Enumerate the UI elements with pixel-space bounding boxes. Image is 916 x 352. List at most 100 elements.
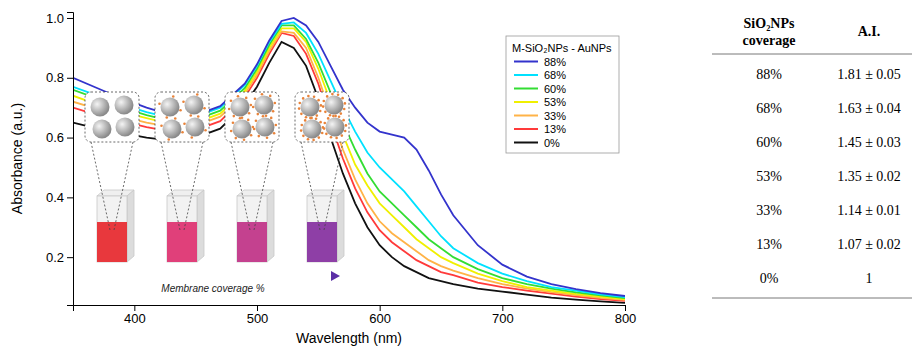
cuvette-liquid bbox=[167, 222, 197, 262]
x-axis-line bbox=[74, 306, 626, 312]
y-tick: 0.8 bbox=[46, 70, 73, 85]
table-cell: 13% bbox=[756, 237, 782, 252]
gold-particle bbox=[317, 99, 320, 102]
gold-particle bbox=[237, 95, 240, 98]
legend-swatch bbox=[514, 88, 538, 90]
y-tick-mark bbox=[67, 78, 73, 79]
silica-particle bbox=[233, 120, 252, 139]
gold-particle bbox=[189, 114, 192, 117]
gold-particle bbox=[230, 130, 233, 133]
x-tick: 800 bbox=[615, 305, 637, 326]
table-rule bbox=[712, 54, 912, 55]
gold-particle bbox=[272, 110, 275, 113]
gold-particle bbox=[341, 134, 344, 137]
table-cell: 1.14 ± 0.01 bbox=[837, 203, 901, 218]
silica-particle bbox=[256, 118, 275, 137]
legend-label: 60% bbox=[544, 83, 566, 95]
legend-swatch bbox=[514, 101, 538, 103]
series-line bbox=[73, 22, 625, 297]
gold-particle bbox=[338, 115, 341, 118]
gold-particle bbox=[300, 129, 303, 132]
series-line bbox=[73, 18, 625, 296]
gold-particle bbox=[318, 136, 321, 139]
cuvette-liquid bbox=[237, 222, 267, 262]
x-axis: 400500600700800 bbox=[74, 305, 637, 326]
x-axis-title: Wavelength (nm) bbox=[296, 330, 402, 346]
gold-particle bbox=[330, 136, 333, 139]
cuvette-body bbox=[167, 196, 197, 262]
table-cell: 33% bbox=[756, 203, 782, 218]
zoom-box bbox=[85, 92, 139, 142]
gold-particle bbox=[305, 116, 308, 119]
silica-particle bbox=[303, 120, 322, 139]
silica-particle bbox=[186, 118, 205, 137]
silica-particle bbox=[91, 98, 110, 117]
gold-particle bbox=[265, 115, 268, 118]
gold-particle bbox=[307, 138, 310, 141]
gold-particle bbox=[323, 127, 326, 130]
table-cell: 1.07 ± 0.02 bbox=[837, 237, 901, 252]
gold-particle bbox=[167, 138, 170, 141]
gold-particle bbox=[320, 104, 323, 107]
gold-particle bbox=[300, 113, 303, 116]
table-cell: 68% bbox=[756, 101, 782, 116]
gold-particle bbox=[274, 102, 277, 105]
gold-particle bbox=[262, 115, 265, 118]
gold-particle bbox=[183, 122, 186, 125]
gold-particle bbox=[342, 119, 345, 122]
legend-label: 33% bbox=[544, 110, 566, 122]
cuvette-group bbox=[85, 92, 139, 262]
x-tick-mark bbox=[134, 305, 135, 311]
gold-particle bbox=[298, 107, 301, 110]
y-tick-mark bbox=[67, 138, 73, 139]
gold-particle bbox=[325, 133, 328, 136]
x-tick-label: 800 bbox=[615, 311, 637, 326]
y-tick-label: 0.2 bbox=[46, 250, 64, 265]
gold-particle bbox=[323, 122, 326, 125]
gold-particle bbox=[324, 111, 327, 114]
silica-particle bbox=[116, 118, 135, 137]
gold-particle bbox=[204, 129, 207, 132]
series-line bbox=[73, 33, 625, 301]
y-tick: 0.2 bbox=[46, 250, 73, 265]
series-line bbox=[73, 28, 625, 299]
chart-root: 4005006007008000.20.40.60.81.0Wavelength… bbox=[0, 0, 916, 352]
zoom-box bbox=[225, 92, 279, 142]
table-cell: 88% bbox=[756, 67, 782, 82]
gold-particle bbox=[232, 121, 235, 124]
gold-particle bbox=[248, 112, 251, 115]
silica-particle bbox=[255, 96, 274, 115]
cuvette-side bbox=[127, 190, 134, 262]
x-tick-mark bbox=[380, 305, 381, 311]
gold-particle bbox=[165, 116, 168, 119]
silica-particle bbox=[185, 96, 204, 115]
gold-particle bbox=[257, 135, 260, 138]
y-tick-label: 0.8 bbox=[46, 70, 64, 85]
series-line bbox=[73, 25, 625, 298]
gold-particle bbox=[181, 131, 184, 134]
gold-particle bbox=[255, 119, 258, 122]
gold-particle bbox=[302, 135, 305, 138]
table-cell: 1.63 ± 0.04 bbox=[837, 101, 901, 116]
x-tick-label: 600 bbox=[369, 311, 391, 326]
y-tick-label: 0.4 bbox=[46, 190, 64, 205]
header-line: coverage bbox=[743, 33, 796, 48]
gold-particle bbox=[322, 100, 325, 103]
legend-label: 68% bbox=[544, 69, 566, 81]
y-tick-mark bbox=[67, 197, 73, 198]
gold-particle bbox=[321, 132, 324, 135]
gold-particle bbox=[269, 95, 272, 98]
gold-particle bbox=[302, 97, 305, 100]
cuvette-body bbox=[97, 196, 127, 262]
gold-particle bbox=[250, 134, 253, 137]
gold-particle bbox=[337, 93, 340, 96]
gold-particle bbox=[196, 93, 199, 96]
silica-particle bbox=[231, 98, 250, 117]
gold-particle bbox=[331, 93, 334, 96]
legend-title: M-SiO₂NPs - AuNPs bbox=[512, 42, 612, 54]
legend-label: 88% bbox=[544, 56, 566, 68]
gold-particle bbox=[335, 137, 338, 140]
gold-particle bbox=[345, 124, 348, 127]
zoom-box bbox=[295, 92, 349, 142]
gold-particle bbox=[298, 102, 301, 105]
